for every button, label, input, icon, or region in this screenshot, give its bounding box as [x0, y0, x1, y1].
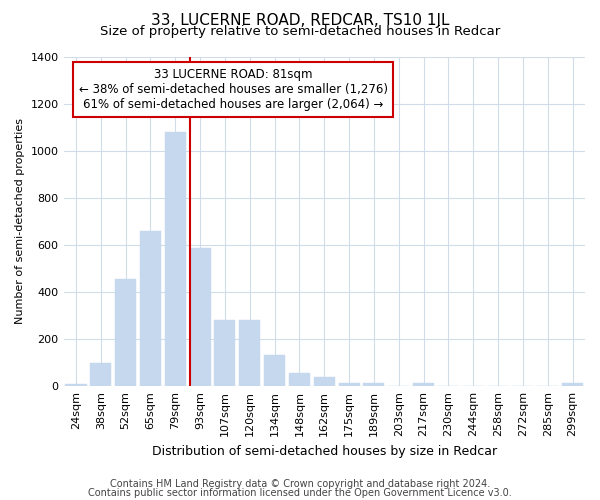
Text: 33, LUCERNE ROAD, REDCAR, TS10 1JL: 33, LUCERNE ROAD, REDCAR, TS10 1JL — [151, 12, 449, 28]
X-axis label: Distribution of semi-detached houses by size in Redcar: Distribution of semi-detached houses by … — [152, 444, 497, 458]
Bar — [239, 320, 260, 386]
Bar — [214, 320, 235, 386]
Y-axis label: Number of semi-detached properties: Number of semi-detached properties — [15, 118, 25, 324]
Bar — [338, 382, 359, 386]
Text: Contains public sector information licensed under the Open Government Licence v3: Contains public sector information licen… — [88, 488, 512, 498]
Text: Contains HM Land Registry data © Crown copyright and database right 2024.: Contains HM Land Registry data © Crown c… — [110, 479, 490, 489]
Bar — [165, 132, 186, 386]
Bar — [314, 377, 335, 386]
Bar — [65, 384, 86, 386]
Bar — [190, 248, 211, 386]
Text: 33 LUCERNE ROAD: 81sqm
← 38% of semi-detached houses are smaller (1,276)
61% of : 33 LUCERNE ROAD: 81sqm ← 38% of semi-det… — [79, 68, 388, 111]
Bar — [140, 231, 161, 386]
Bar — [413, 382, 434, 386]
Bar — [562, 382, 583, 386]
Text: Size of property relative to semi-detached houses in Redcar: Size of property relative to semi-detach… — [100, 25, 500, 38]
Bar — [115, 279, 136, 386]
Bar — [264, 355, 285, 386]
Bar — [289, 373, 310, 386]
Bar — [364, 382, 385, 386]
Bar — [90, 362, 112, 386]
